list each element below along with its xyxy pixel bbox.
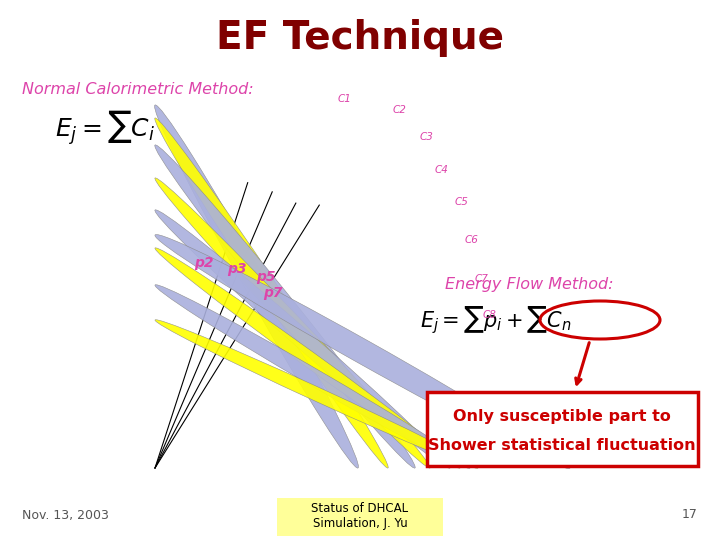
Text: Shower statistical fluctuation: Shower statistical fluctuation — [428, 437, 696, 453]
Text: p3: p3 — [228, 262, 247, 276]
Text: $E_j = \sum p_i + \sum C_n$: $E_j = \sum p_i + \sum C_n$ — [420, 304, 572, 336]
Text: Only susceptible part to: Only susceptible part to — [453, 408, 671, 423]
Ellipse shape — [155, 118, 388, 468]
Text: C5: C5 — [455, 197, 469, 207]
Ellipse shape — [155, 320, 478, 468]
Text: $E_j = \sum C_i$: $E_j = \sum C_i$ — [55, 109, 155, 147]
Ellipse shape — [155, 210, 450, 468]
Ellipse shape — [155, 248, 460, 468]
Text: p2: p2 — [194, 255, 213, 269]
Text: p7: p7 — [264, 286, 283, 300]
Text: Energy Flow Method:: Energy Flow Method: — [445, 278, 613, 293]
Text: Nov. 13, 2003: Nov. 13, 2003 — [22, 509, 109, 522]
Text: C8: C8 — [483, 310, 497, 320]
FancyBboxPatch shape — [277, 498, 443, 536]
Text: Normal Calorimetric Method:: Normal Calorimetric Method: — [22, 83, 253, 98]
Text: Simulation, J. Yu: Simulation, J. Yu — [312, 517, 408, 530]
Ellipse shape — [155, 145, 415, 468]
Text: C4: C4 — [435, 165, 449, 175]
Text: C6: C6 — [465, 235, 479, 245]
Text: p5: p5 — [256, 271, 276, 284]
Text: C7: C7 — [475, 274, 489, 284]
Ellipse shape — [155, 178, 430, 468]
Text: Status of DHCAL: Status of DHCAL — [312, 502, 408, 515]
Ellipse shape — [155, 234, 570, 469]
Ellipse shape — [155, 105, 359, 468]
Text: EF Technique: EF Technique — [216, 19, 504, 57]
Text: C2: C2 — [393, 105, 407, 115]
Text: 17: 17 — [682, 509, 698, 522]
Text: C3: C3 — [420, 132, 434, 142]
Text: C1: C1 — [338, 94, 352, 104]
Ellipse shape — [155, 285, 470, 468]
FancyBboxPatch shape — [427, 392, 698, 466]
